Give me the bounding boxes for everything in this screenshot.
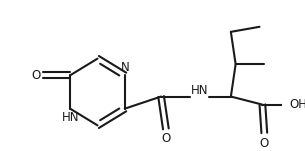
Text: O: O bbox=[31, 69, 40, 82]
Text: O: O bbox=[260, 137, 269, 149]
Text: HN: HN bbox=[191, 84, 208, 97]
Text: N: N bbox=[120, 61, 129, 74]
Text: O: O bbox=[161, 132, 170, 146]
Text: OH: OH bbox=[290, 98, 305, 111]
Text: HN: HN bbox=[61, 111, 79, 124]
